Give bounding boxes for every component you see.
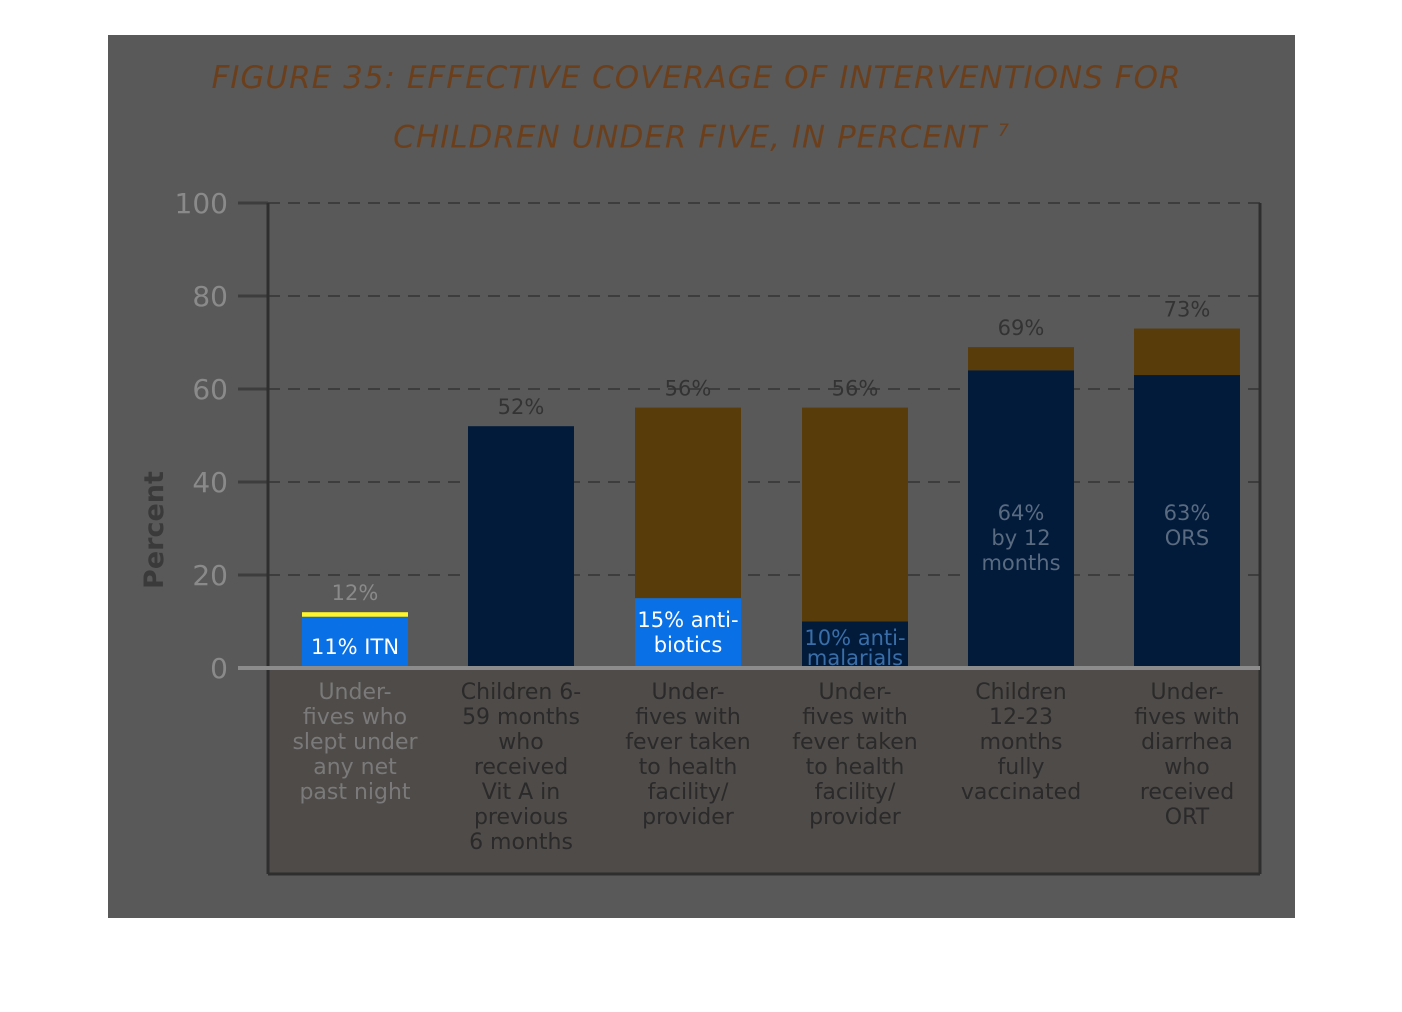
- category-label: Under-: [818, 680, 891, 705]
- bar-total-label: 56%: [665, 377, 712, 401]
- category-label: any net: [313, 755, 397, 780]
- category-label: Under-: [318, 680, 391, 705]
- bar-inner-label: months: [981, 551, 1060, 575]
- y-tick-label: 0: [210, 652, 228, 685]
- bar-total-label: 12%: [332, 581, 379, 605]
- y-tick-label: 60: [192, 373, 228, 406]
- bar-inner-label: by 12: [991, 526, 1050, 550]
- bar-inner-label: 15% anti-: [637, 608, 738, 632]
- chart-title-footnote: 7: [998, 121, 1010, 141]
- bar-segment-inner: [635, 598, 741, 668]
- bar-inner-label: 63%: [1164, 501, 1211, 525]
- bar-inner-label: 11% ITN: [311, 635, 399, 659]
- category-label: fives with: [802, 705, 908, 730]
- category-label: Under-: [1150, 680, 1223, 705]
- plot-lower-area: [268, 668, 1260, 874]
- category-label: months: [980, 730, 1063, 755]
- bar-segment-inner: [468, 426, 574, 668]
- category-label: fever taken: [625, 730, 750, 755]
- chart-title-line-2-text: CHILDREN UNDER FIVE, IN PERCENT: [393, 119, 988, 156]
- bar-segment-remainder: [1134, 328, 1240, 376]
- category-label: previous: [474, 805, 568, 830]
- bar-inner-label: biotics: [654, 633, 723, 657]
- category-label: facility/: [815, 780, 896, 805]
- y-tick-label: 40: [192, 466, 228, 499]
- bar-segment-remainder: [802, 407, 908, 622]
- category-label: Vit A in: [482, 780, 560, 805]
- chart-title-line-2: CHILDREN UNDER FIVE, IN PERCENT 7: [108, 105, 1295, 164]
- category-label: diarrhea: [1141, 730, 1233, 755]
- category-label: provider: [642, 805, 735, 830]
- category-label: vaccinated: [961, 780, 1081, 805]
- category-label: fever taken: [792, 730, 917, 755]
- bar-segment-inner: [968, 370, 1074, 668]
- category-label: Under-: [651, 680, 724, 705]
- category-label: slept under: [292, 730, 418, 755]
- category-label: provider: [809, 805, 902, 830]
- category-label: ORT: [1165, 805, 1210, 830]
- bar-total-label: 56%: [832, 377, 879, 401]
- category-label: received: [474, 755, 568, 780]
- bar-segment-inner: [802, 621, 908, 668]
- category-label: fully: [998, 755, 1045, 780]
- bar-total-label: 73%: [1164, 298, 1211, 322]
- chart-title-line-1: FIGURE 35: EFFECTIVE COVERAGE OF INTERVE…: [211, 60, 1182, 96]
- bar-total-label: 69%: [998, 316, 1045, 340]
- bar-segment-remainder: [302, 612, 408, 617]
- bar-segment-remainder: [635, 407, 741, 599]
- chart-title: FIGURE 35: EFFECTIVE COVERAGE OF INTERVE…: [108, 52, 1295, 164]
- category-label: to health: [806, 755, 905, 780]
- category-label: 59 months: [462, 705, 580, 730]
- category-label: who: [1164, 755, 1209, 780]
- bar-segment-inner: [1134, 375, 1240, 668]
- category-label: received: [1140, 780, 1234, 805]
- category-label: fives with: [1134, 705, 1240, 730]
- bar-segment-inner: [302, 616, 408, 668]
- category-label: 12-23: [989, 705, 1053, 730]
- y-tick-label: 20: [192, 559, 228, 592]
- category-label: facility/: [648, 780, 729, 805]
- y-tick-label: 100: [175, 187, 228, 220]
- category-label: past night: [299, 780, 410, 805]
- category-label: fives who: [303, 705, 407, 730]
- y-tick-label: 80: [192, 280, 228, 313]
- category-label: to health: [639, 755, 738, 780]
- category-label: Children: [975, 680, 1067, 705]
- bar-inner-label: 64%: [998, 501, 1045, 525]
- category-label: Children 6-: [461, 680, 581, 705]
- category-label: who: [498, 730, 543, 755]
- category-label: fives with: [635, 705, 741, 730]
- y-axis-label: Percent: [139, 471, 170, 589]
- bar-inner-label: ORS: [1165, 526, 1209, 550]
- bar-segment-remainder: [968, 347, 1074, 371]
- bar-total-label: 52%: [498, 395, 545, 419]
- category-label: 6 months: [469, 830, 573, 855]
- bar-inner-label: 10% anti-: [804, 626, 905, 650]
